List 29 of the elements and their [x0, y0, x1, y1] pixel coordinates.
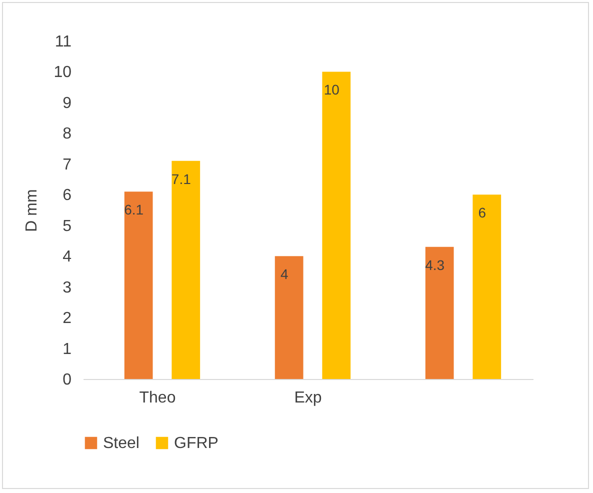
y-tick-label: 0	[62, 372, 72, 388]
data-label: 7.1	[171, 170, 192, 187]
x-tick-label: Exp	[294, 390, 322, 406]
y-tick-label: 7	[62, 156, 72, 174]
y-tick-label: 9	[62, 94, 72, 112]
y-tick-label: 5	[62, 218, 72, 235]
y-tick-label: 6	[62, 187, 72, 204]
data-label: 4	[280, 266, 288, 282]
data-label: 6	[478, 204, 486, 221]
bar	[425, 246, 454, 379]
y-tick-label: 4	[62, 248, 72, 266]
legend-label: Steel	[103, 435, 140, 452]
y-tick-label: 2	[62, 310, 72, 328]
bar	[472, 194, 502, 379]
bar	[172, 160, 200, 379]
y-axis-title: D mm	[24, 189, 41, 232]
bar	[124, 192, 153, 379]
data-label: 6.1	[124, 202, 144, 218]
bar	[322, 72, 351, 379]
bar	[274, 256, 304, 379]
y-tick-label: 11	[54, 34, 72, 50]
y-tick-label: 10	[54, 64, 72, 82]
y-tick-label: 8	[62, 126, 72, 143]
y-tick-label: 3	[62, 279, 72, 296]
x-tick-label: Theo	[139, 390, 176, 406]
data-label: 4.3	[425, 256, 445, 273]
y-tick-label: 1	[62, 340, 72, 358]
data-label: 10	[324, 82, 340, 98]
legend-label: GFRP	[174, 435, 218, 452]
